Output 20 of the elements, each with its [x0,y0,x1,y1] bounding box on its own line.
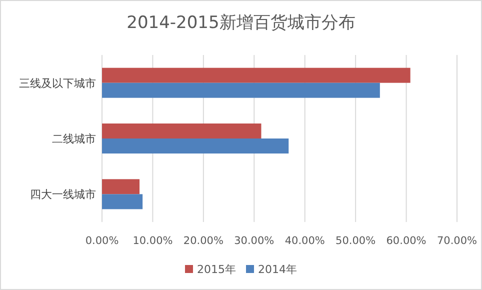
x-tick-label: 60.00% [386,235,426,247]
y-tick-label: 四大一线城市 [30,188,96,202]
x-tick-label: 50.00% [336,235,376,247]
bar [102,194,143,210]
legend-label: 2014年 [258,263,297,276]
chart-title: 2014-2015新增百货城市分布 [126,13,356,33]
bar [102,68,410,83]
y-tick-label: 三线及以下城市 [19,76,96,90]
x-tick-label: 20.00% [183,235,224,247]
legend-label: 2015年 [197,263,236,276]
x-tick-label: 10.00% [132,235,173,247]
bar [102,138,289,154]
x-tick-label: 30.00% [234,235,274,247]
bar [102,179,140,194]
x-tick-label: 70.00% [436,235,478,247]
bar [102,124,262,138]
y-tick-label: 二线城市 [52,132,96,146]
x-tick-label: 0.00% [85,235,119,247]
bar [102,82,380,98]
x-tick-label: 40.00% [284,235,325,247]
